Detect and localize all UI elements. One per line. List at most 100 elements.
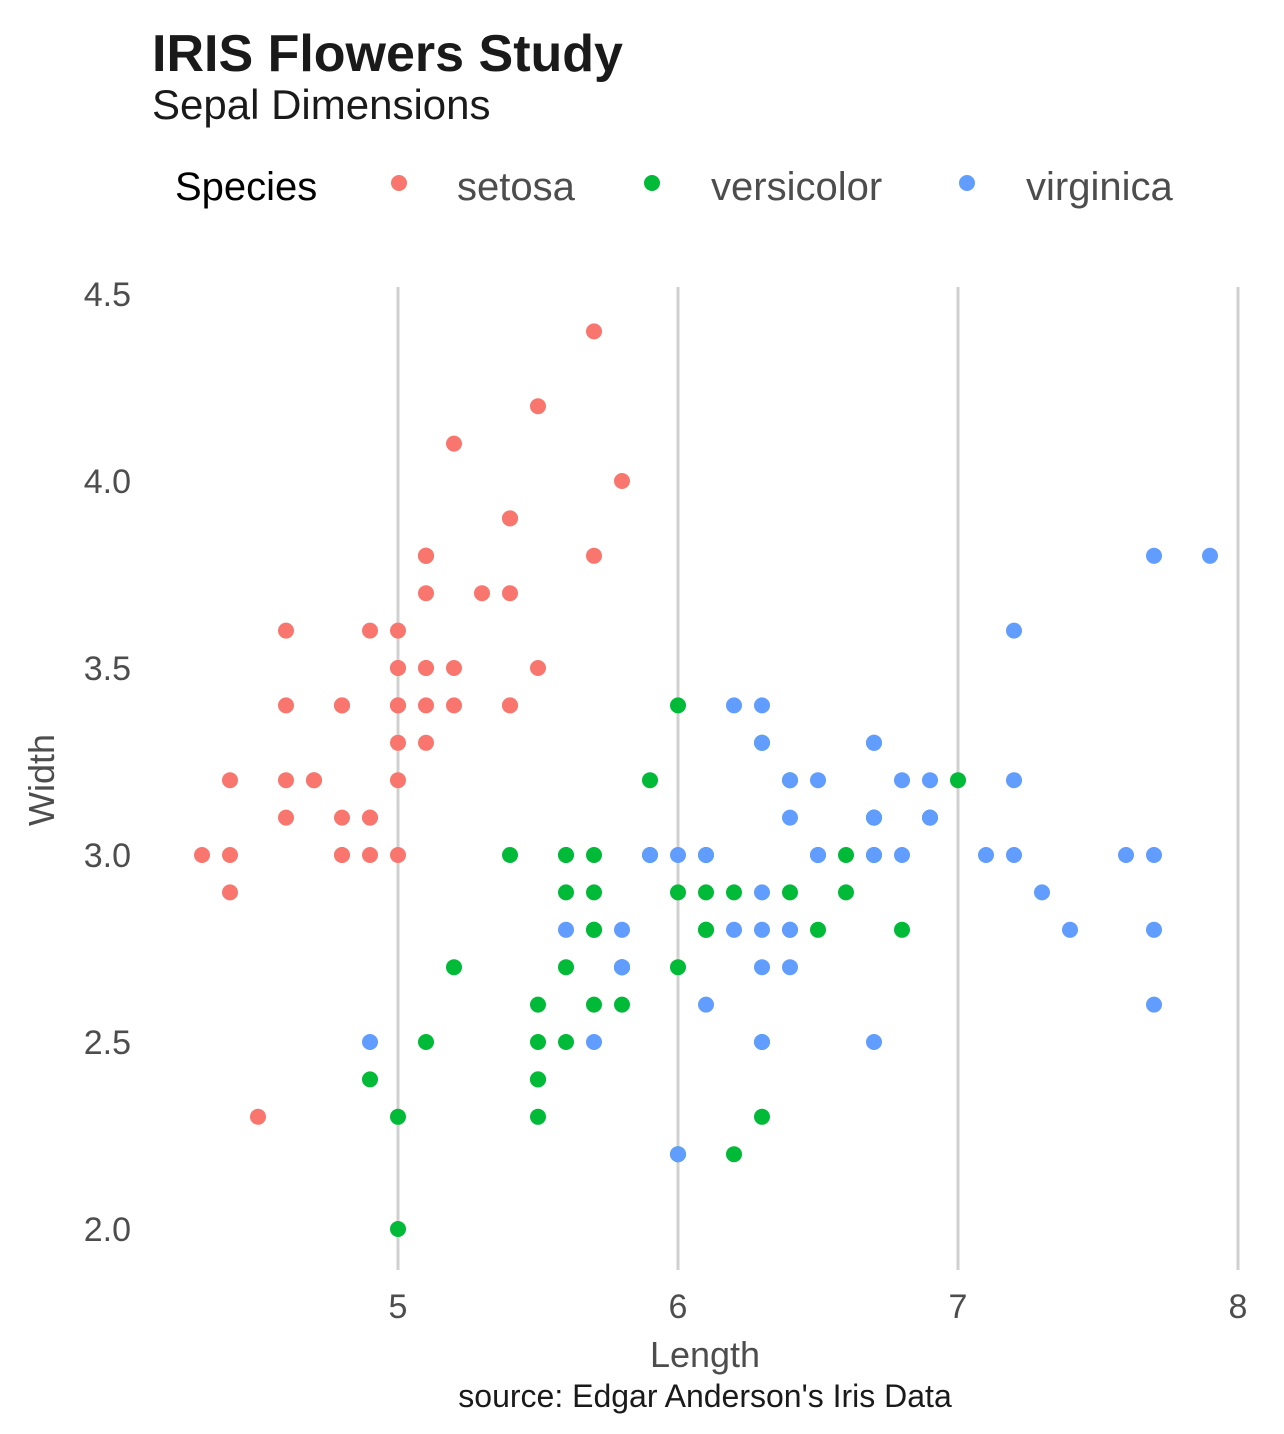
point-versicolor <box>502 847 518 863</box>
point-setosa <box>418 734 434 751</box>
point-versicolor <box>558 884 574 901</box>
point-virginica <box>1146 847 1162 863</box>
point-virginica <box>866 809 882 826</box>
point-setosa <box>390 660 406 676</box>
point-virginica <box>754 921 770 938</box>
legend-label-setosa: setosa <box>457 165 576 209</box>
point-versicolor <box>362 1071 378 1088</box>
point-virginica <box>754 1034 770 1050</box>
point-setosa <box>530 398 546 415</box>
point-setosa <box>418 697 434 714</box>
point-versicolor <box>754 1108 770 1125</box>
y-tick-label: 3.0 <box>84 837 131 875</box>
point-versicolor <box>558 1034 574 1050</box>
point-setosa <box>586 323 602 340</box>
point-setosa <box>390 734 406 751</box>
chart-caption: source: Edgar Anderson's Iris Data <box>458 1378 952 1414</box>
point-versicolor <box>418 1034 434 1050</box>
x-tick-label: 6 <box>669 1288 688 1326</box>
point-versicolor <box>530 1108 546 1125</box>
point-setosa <box>502 510 518 527</box>
legend-key-virginica <box>959 175 975 191</box>
point-versicolor <box>810 921 826 938</box>
point-versicolor <box>670 959 686 976</box>
point-versicolor <box>558 847 574 863</box>
point-versicolor <box>838 884 854 901</box>
point-virginica <box>754 959 770 976</box>
point-versicolor <box>586 847 602 863</box>
point-virginica <box>782 772 798 789</box>
point-virginica <box>698 996 714 1013</box>
point-setosa <box>390 622 406 639</box>
point-setosa <box>586 547 602 564</box>
point-versicolor <box>614 996 630 1013</box>
data-points <box>194 323 1218 1237</box>
point-virginica <box>754 734 770 751</box>
point-setosa <box>502 697 518 714</box>
point-setosa <box>390 697 406 714</box>
point-virginica <box>586 1034 602 1050</box>
point-virginica <box>726 697 742 714</box>
point-versicolor <box>530 1034 546 1050</box>
point-setosa <box>194 847 210 863</box>
point-versicolor <box>894 921 910 938</box>
point-virginica <box>922 809 938 826</box>
point-virginica <box>754 697 770 714</box>
y-tick-label: 2.0 <box>84 1211 131 1249</box>
point-setosa <box>502 585 518 602</box>
point-versicolor <box>698 921 714 938</box>
point-versicolor <box>446 959 462 976</box>
point-versicolor <box>390 1108 406 1125</box>
point-virginica <box>782 921 798 938</box>
x-tick-label: 7 <box>949 1288 968 1326</box>
point-virginica <box>1062 921 1078 938</box>
point-virginica <box>866 734 882 751</box>
point-virginica <box>726 921 742 938</box>
point-virginica <box>1202 547 1218 564</box>
point-setosa <box>250 1108 266 1125</box>
point-virginica <box>782 959 798 976</box>
x-tick-label: 8 <box>1229 1288 1248 1326</box>
point-setosa <box>278 809 294 826</box>
point-versicolor <box>586 884 602 901</box>
point-setosa <box>334 809 350 826</box>
point-setosa <box>446 697 462 714</box>
x-tick-label: 5 <box>389 1288 408 1326</box>
point-virginica <box>866 1034 882 1050</box>
point-setosa <box>222 772 238 789</box>
chart-title: IRIS Flowers Study <box>152 25 623 83</box>
y-axis-ticks: 2.0 2.5 3.0 3.5 4.0 4.5 <box>84 276 131 1249</box>
point-versicolor <box>586 921 602 938</box>
point-setosa <box>278 697 294 714</box>
point-setosa <box>222 884 238 901</box>
point-virginica <box>1146 996 1162 1013</box>
point-setosa <box>418 547 434 564</box>
point-setosa <box>418 585 434 602</box>
point-virginica <box>1034 884 1050 901</box>
point-virginica <box>810 772 826 789</box>
legend-title: Species <box>175 165 317 209</box>
point-virginica <box>614 959 630 976</box>
point-setosa <box>390 847 406 863</box>
point-versicolor <box>390 1221 406 1237</box>
x-axis-ticks: 5 6 7 8 <box>389 1288 1248 1326</box>
point-versicolor <box>670 884 686 901</box>
point-versicolor <box>558 959 574 976</box>
point-versicolor <box>838 847 854 863</box>
legend-key-setosa <box>391 175 407 191</box>
point-versicolor <box>586 996 602 1013</box>
point-setosa <box>222 847 238 863</box>
point-setosa <box>390 772 406 789</box>
y-axis-title: Width <box>21 734 62 826</box>
y-tick-label: 2.5 <box>84 1024 131 1062</box>
y-tick-label: 4.5 <box>84 276 131 314</box>
point-virginica <box>1118 847 1134 863</box>
point-versicolor <box>950 772 966 789</box>
point-setosa <box>278 772 294 789</box>
point-setosa <box>530 660 546 676</box>
point-virginica <box>558 921 574 938</box>
point-virginica <box>866 847 882 863</box>
point-virginica <box>1146 921 1162 938</box>
point-setosa <box>334 847 350 863</box>
point-setosa <box>474 585 490 602</box>
